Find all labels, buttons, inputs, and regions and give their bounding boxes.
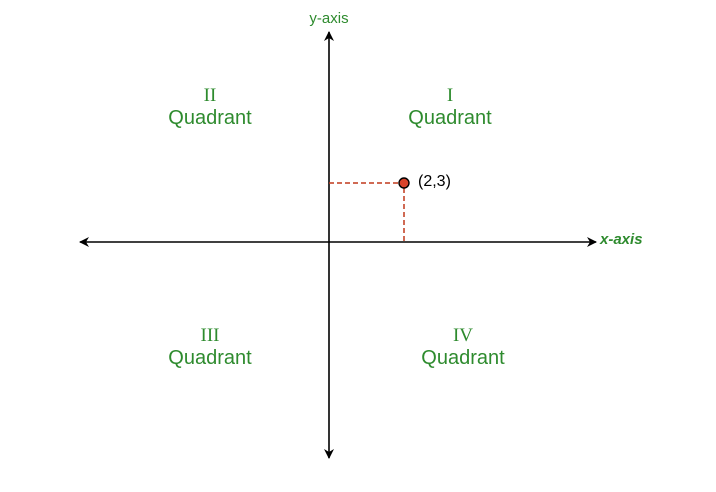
quadrant-word: Quadrant (408, 107, 492, 129)
quadrant-1: I Quadrant (390, 86, 510, 130)
quadrant-numeral: III (200, 325, 220, 346)
quadrant-word: Quadrant (168, 347, 252, 369)
quadrant-word: Quadrant (168, 107, 252, 129)
quadrant-3: III Quadrant (150, 326, 270, 370)
plotted-point (398, 177, 410, 189)
quadrant-4: IV Quadrant (403, 326, 523, 370)
quadrant-numeral: II (203, 85, 217, 106)
quadrant-word: Quadrant (421, 347, 505, 369)
quadrant-2: II Quadrant (150, 86, 270, 130)
point-label: (2,3) (418, 173, 451, 190)
y-axis-label: y-axis (309, 10, 349, 27)
x-axis-label: x-axis (600, 231, 643, 248)
quadrant-numeral: I (446, 85, 454, 106)
quadrant-numeral: IV (452, 325, 474, 346)
